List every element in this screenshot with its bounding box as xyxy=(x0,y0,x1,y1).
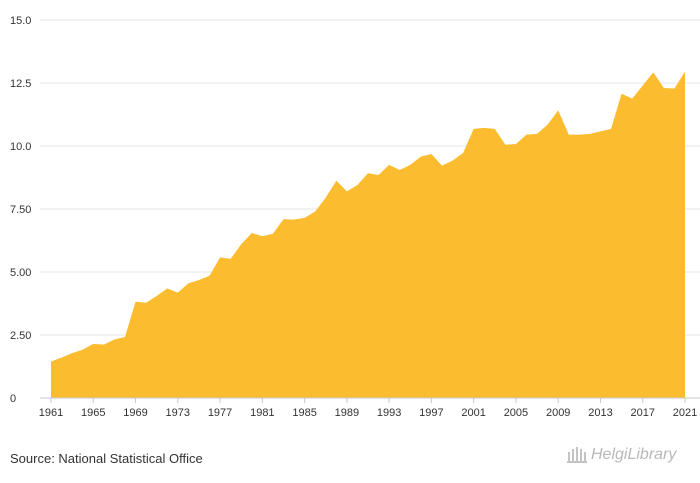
x-tick-label: 1961 xyxy=(39,407,63,419)
y-tick-label: 5.00 xyxy=(10,267,31,279)
source-note: Source: National Statistical Office xyxy=(10,451,203,466)
y-tick-label: 7.50 xyxy=(10,204,31,216)
area-fill xyxy=(51,71,685,398)
y-tick-label: 0 xyxy=(10,393,16,405)
library-building-icon xyxy=(567,447,587,463)
area-series xyxy=(51,71,685,398)
x-axis-ticks: 1961 1965 1969 1973 1977 1981 1985 1989 1993 1997… xyxy=(39,397,700,419)
logo-text: HelgiLibrary xyxy=(591,446,677,463)
helgi-library-logo: HelgiLibrary xyxy=(566,446,676,464)
x-tick-label: 1989 xyxy=(335,407,359,419)
y-axis-ticks: 0 2.50 5.00 7.50 10.0 12.5 15.0 xyxy=(10,15,31,405)
x-tick-label: 2017 xyxy=(630,407,654,419)
x-tick-label: 2013 xyxy=(588,407,612,419)
x-tick-label: 1969 xyxy=(123,407,147,419)
x-tick-label: 2021 xyxy=(673,407,697,419)
x-tick-label: 2005 xyxy=(504,407,528,419)
x-tick-label: 1981 xyxy=(250,407,274,419)
y-tick-label: 2.50 xyxy=(10,330,31,342)
x-tick-label: 1965 xyxy=(81,407,105,419)
x-tick-label: 1977 xyxy=(208,407,232,419)
x-tick-label: 1973 xyxy=(166,407,190,419)
y-tick-label: 15.0 xyxy=(10,15,31,27)
x-tick-label: 1997 xyxy=(419,407,443,419)
x-tick-label: 1993 xyxy=(377,407,401,419)
x-tick-label: 1985 xyxy=(292,407,316,419)
x-tick-label: 2009 xyxy=(546,407,570,419)
y-tick-label: 12.5 xyxy=(10,78,31,90)
x-tick-label: 2001 xyxy=(461,407,485,419)
y-tick-label: 10.0 xyxy=(10,141,31,153)
